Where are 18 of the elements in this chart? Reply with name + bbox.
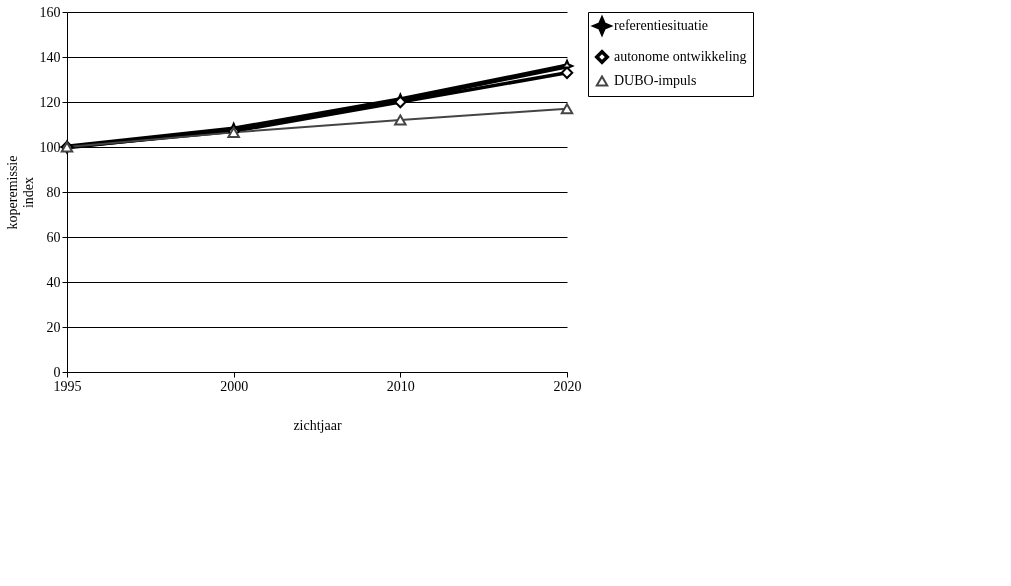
y-tick-label: 40 [46, 274, 61, 290]
y-tick-label: 160 [39, 4, 61, 20]
legend-label: referentiesituatie [614, 18, 709, 33]
x-axis-title: zichtjaar [293, 417, 342, 433]
y-tick-label: 60 [46, 229, 61, 245]
y-tick-label: 0 [53, 364, 61, 380]
y-tick-label: 140 [39, 49, 61, 65]
y-tick-label: 20 [46, 319, 61, 335]
y-tick-label: 120 [39, 94, 61, 110]
x-tick-label: 2020 [553, 378, 582, 394]
y-tick-label: 80 [46, 184, 61, 200]
x-tick-label: 1995 [53, 378, 82, 394]
x-tick-label: 2010 [386, 378, 415, 394]
y-tick-label: 100 [39, 139, 61, 155]
legend-label: DUBO-impuls [614, 73, 697, 88]
x-tick-label: 2000 [220, 378, 249, 394]
legend-label: autonome ontwikkeling [614, 49, 747, 64]
y-axis-title: koperemissie index [4, 155, 36, 230]
